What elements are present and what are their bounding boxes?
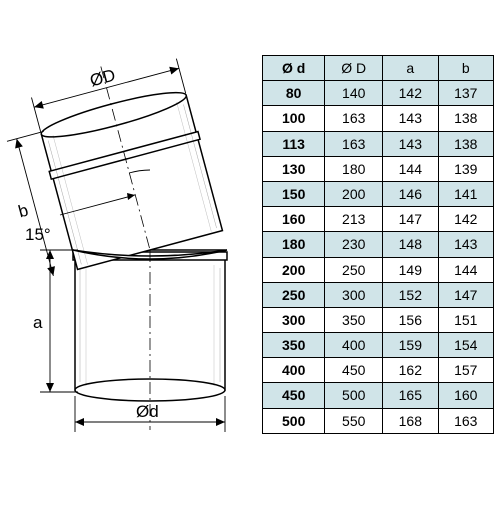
table-row: 130180144139 — [263, 156, 494, 181]
col-header: a — [383, 56, 438, 81]
table-cell: 163 — [438, 408, 493, 433]
table-cell: 149 — [383, 257, 438, 282]
dimensions-table: Ø dØ Dab80140142137100163143138113163143… — [262, 55, 494, 434]
table-cell: 141 — [438, 181, 493, 206]
table-cell: 400 — [263, 358, 325, 383]
table-cell: 159 — [383, 333, 438, 358]
table-cell: 163 — [325, 106, 383, 131]
table-cell: 300 — [263, 307, 325, 332]
table-cell: 250 — [325, 257, 383, 282]
table-row: 150200146141 — [263, 181, 494, 206]
table-cell: 163 — [325, 131, 383, 156]
table-cell: 146 — [383, 181, 438, 206]
elbow-diagram: 15° a b — [0, 0, 260, 500]
table-cell: 142 — [383, 81, 438, 106]
col-header: b — [438, 56, 493, 81]
svg-text:b: b — [16, 201, 30, 222]
table-cell: 150 — [263, 181, 325, 206]
table-cell: 213 — [325, 207, 383, 232]
svg-text:Ød: Ød — [136, 402, 159, 421]
svg-text:ØD: ØD — [88, 65, 118, 90]
table-cell: 300 — [325, 282, 383, 307]
table-cell: 152 — [383, 282, 438, 307]
table-row: 400450162157 — [263, 358, 494, 383]
table-cell: 180 — [325, 156, 383, 181]
table-cell: 400 — [325, 333, 383, 358]
table-cell: 147 — [438, 282, 493, 307]
table-cell: 154 — [438, 333, 493, 358]
table-cell: 200 — [263, 257, 325, 282]
dim-a: a — [33, 250, 78, 392]
table-cell: 130 — [263, 156, 325, 181]
table-cell: 100 — [263, 106, 325, 131]
table-row: 300350156151 — [263, 307, 494, 332]
table-row: 113163143138 — [263, 131, 494, 156]
table-row: 350400159154 — [263, 333, 494, 358]
table-cell: 143 — [438, 232, 493, 257]
table-cell: 162 — [383, 358, 438, 383]
table-cell: 168 — [383, 408, 438, 433]
table-cell: 180 — [263, 232, 325, 257]
table-cell: 148 — [383, 232, 438, 257]
table-row: 500550168163 — [263, 408, 494, 433]
table-cell: 165 — [383, 383, 438, 408]
table-cell: 138 — [438, 131, 493, 156]
col-header: Ø D — [325, 56, 383, 81]
table-cell: 250 — [263, 282, 325, 307]
table-row: 200250149144 — [263, 257, 494, 282]
table-cell: 144 — [438, 257, 493, 282]
table-cell: 156 — [383, 307, 438, 332]
table-cell: 550 — [325, 408, 383, 433]
table-cell: 450 — [325, 358, 383, 383]
table-cell: 143 — [383, 131, 438, 156]
table-row: 80140142137 — [263, 81, 494, 106]
table-cell: 147 — [383, 207, 438, 232]
table-cell: 500 — [325, 383, 383, 408]
table-cell: 139 — [438, 156, 493, 181]
table-row: 100163143138 — [263, 106, 494, 131]
table-row: 250300152147 — [263, 282, 494, 307]
table-cell: 140 — [325, 81, 383, 106]
col-header: Ø d — [263, 56, 325, 81]
table-cell: 80 — [263, 81, 325, 106]
table-cell: 500 — [263, 408, 325, 433]
table-cell: 144 — [383, 156, 438, 181]
table-row: 160213147142 — [263, 207, 494, 232]
table-cell: 350 — [263, 333, 325, 358]
table-row: 450500165160 — [263, 383, 494, 408]
table-row: 180230148143 — [263, 232, 494, 257]
table-cell: 142 — [438, 207, 493, 232]
table-cell: 113 — [263, 131, 325, 156]
table-cell: 157 — [438, 358, 493, 383]
angle-text: 15° — [25, 225, 51, 244]
svg-text:a: a — [33, 313, 43, 332]
table-cell: 230 — [325, 232, 383, 257]
table-cell: 160 — [438, 383, 493, 408]
table-cell: 200 — [325, 181, 383, 206]
table-cell: 151 — [438, 307, 493, 332]
table-cell: 138 — [438, 106, 493, 131]
table-cell: 450 — [263, 383, 325, 408]
table-cell: 143 — [383, 106, 438, 131]
table-cell: 350 — [325, 307, 383, 332]
table-cell: 137 — [438, 81, 493, 106]
table-cell: 160 — [263, 207, 325, 232]
